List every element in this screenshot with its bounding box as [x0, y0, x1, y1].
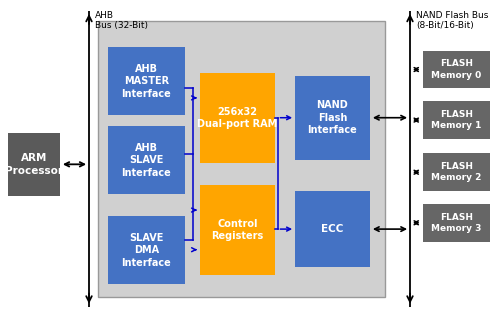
Text: AHB
Bus (32-Bit): AHB Bus (32-Bit): [95, 11, 148, 30]
Text: AHB
SLAVE
Interface: AHB SLAVE Interface: [122, 143, 171, 178]
FancyBboxPatch shape: [422, 101, 490, 139]
Text: 256x32
Dual-port RAM: 256x32 Dual-port RAM: [198, 106, 278, 129]
FancyBboxPatch shape: [108, 216, 185, 284]
Text: AHB
MASTER
Interface: AHB MASTER Interface: [122, 64, 171, 99]
FancyBboxPatch shape: [295, 191, 370, 267]
FancyBboxPatch shape: [200, 73, 275, 163]
Text: FLASH
Memory 1: FLASH Memory 1: [431, 110, 482, 130]
FancyBboxPatch shape: [8, 133, 60, 196]
Text: FLASH
Memory 0: FLASH Memory 0: [431, 59, 482, 80]
FancyBboxPatch shape: [422, 51, 490, 88]
FancyBboxPatch shape: [422, 204, 490, 242]
FancyBboxPatch shape: [422, 153, 490, 191]
Text: NAND Flash Bus
(8-Bit/16-Bit): NAND Flash Bus (8-Bit/16-Bit): [416, 11, 488, 30]
FancyBboxPatch shape: [200, 185, 275, 275]
FancyBboxPatch shape: [108, 47, 185, 115]
FancyBboxPatch shape: [108, 126, 185, 194]
Text: ARM
Processor: ARM Processor: [5, 153, 63, 175]
Text: Control
Registers: Control Registers: [212, 219, 264, 241]
Text: FLASH
Memory 3: FLASH Memory 3: [431, 213, 482, 233]
FancyBboxPatch shape: [295, 76, 370, 160]
FancyBboxPatch shape: [98, 21, 385, 297]
Text: ECC: ECC: [322, 224, 344, 234]
Text: SLAVE
DMA
Interface: SLAVE DMA Interface: [122, 233, 171, 268]
Text: NAND
Flash
Interface: NAND Flash Interface: [308, 100, 358, 135]
Text: FLASH
Memory 2: FLASH Memory 2: [431, 162, 482, 182]
